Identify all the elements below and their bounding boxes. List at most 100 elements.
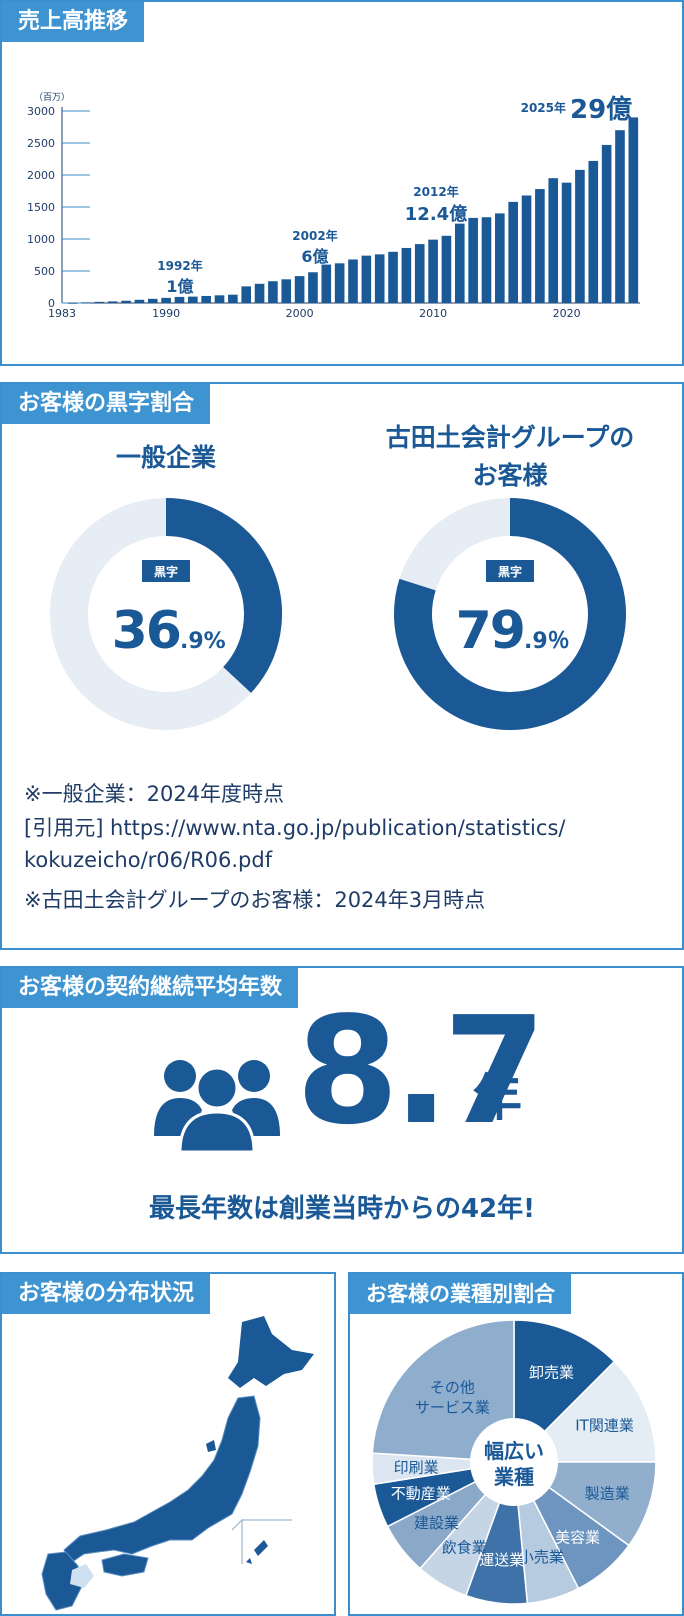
bar: [561, 182, 572, 303]
bar: [468, 217, 478, 303]
annotation-year: 2025年: [521, 100, 566, 115]
pie-slice-label: 建設業: [414, 1514, 459, 1532]
distribution-tab: お客様の分布状況: [2, 1274, 211, 1314]
bar: [107, 301, 118, 303]
annotation-amount: 12.4億: [405, 203, 467, 225]
pie-slice-label: 卸売業: [529, 1363, 574, 1381]
y-tick-label: 1000: [27, 233, 55, 246]
x-tick-label: 2000: [286, 307, 314, 320]
pie-center: [470, 1418, 558, 1506]
y-tick-label: 2000: [27, 169, 55, 182]
x-tick-label: 1983: [48, 307, 76, 320]
pie-center-label-2: 業種: [494, 1465, 534, 1489]
y-tick-label: 500: [34, 265, 55, 278]
donut-title: 一般企業: [116, 443, 216, 472]
bar: [441, 235, 452, 303]
bar: [241, 286, 252, 303]
donut-title: お客様: [472, 461, 548, 490]
bar: [535, 189, 545, 303]
bar: [81, 302, 91, 304]
bar: [388, 251, 398, 303]
x-tick-label: 2020: [553, 307, 581, 320]
bar: [188, 296, 198, 303]
bar: [454, 223, 465, 303]
annotation-amount: 6億: [301, 247, 328, 266]
pie-slice-label: 飲食業: [442, 1538, 487, 1556]
annotation-amount: 29億: [570, 95, 632, 125]
bar: [174, 296, 185, 303]
donut-title: 古田土会計グループの: [386, 423, 635, 452]
bar: [495, 213, 505, 303]
bar: [374, 254, 385, 303]
y-tick-label: 1500: [27, 201, 55, 214]
profit-tab: お客様の黒字割合: [2, 384, 211, 424]
annotation-amount: 1億: [166, 277, 193, 296]
bar: [67, 302, 78, 304]
bar: [254, 283, 265, 303]
bar: [588, 160, 599, 303]
bar: [228, 294, 238, 303]
pie-slice-label: その他: [430, 1378, 475, 1396]
bar: [548, 178, 559, 303]
sales-unit-label: （百万）: [34, 92, 70, 103]
donut-value-main: 36: [112, 601, 180, 661]
bar: [414, 244, 425, 303]
y-tick-label: 0: [48, 297, 55, 310]
donut-value-arc: [394, 498, 626, 730]
contract-tab: お客様の契約継続平均年数: [2, 968, 299, 1008]
x-tick-label: 1990: [152, 307, 180, 320]
pie-slice-label: IT関連業: [575, 1416, 634, 1434]
pie-slice: [371, 1319, 515, 1463]
contract-panel: お客様の契約継続平均年数 8.7 年 最長年数は創業当時からの42年!: [0, 966, 684, 1254]
bar: [147, 298, 158, 303]
pie-slice-label: 運送業: [479, 1551, 524, 1569]
bar: [521, 195, 532, 303]
profit-note-4: ※古田土会計グループのお客様：2024年3月時点: [24, 888, 486, 912]
industry-tab: お客様の業種別割合: [350, 1274, 571, 1314]
pie-slice-label: 美容業: [555, 1529, 600, 1547]
bar: [161, 297, 171, 303]
group-people-icon: [154, 1060, 280, 1152]
bar: [134, 299, 145, 303]
donut-badge: [142, 560, 190, 582]
donut-value-main: 79: [456, 601, 524, 661]
pie-center-label-1: 幅広い: [484, 1439, 544, 1463]
bar: [121, 300, 131, 303]
bar: [428, 239, 438, 303]
pie-slice-label: 製造業: [585, 1484, 630, 1502]
bar: [401, 247, 412, 303]
bar: [361, 255, 372, 303]
sales-tab: 売上高推移: [2, 2, 145, 42]
contract-unit: 年: [472, 1069, 522, 1127]
pie-slice-label: 小売業: [519, 1548, 564, 1566]
bar: [481, 217, 492, 303]
profit-note-2: [引用元] https://www.nta.go.jp/publication/…: [24, 816, 566, 840]
bar: [321, 264, 332, 303]
distribution-panel: お客様の分布状況: [0, 1272, 336, 1616]
pie-slice-label: サービス業: [415, 1398, 490, 1416]
industry-panel: お客様の業種別割合 卸売業 IT関連業製造業美容業 小売業 運送業 飲食業 建設業 不動産業…: [348, 1272, 684, 1616]
sales-panel: 売上高推移 （百万） 0 500 1000 1500 2000 2500 3000 1983 1…: [0, 0, 684, 366]
donut-badge-label: 黒字: [498, 564, 522, 579]
profit-panel: お客様の黒字割合 一般企業 黒字 36.9% 古田土会計グループの お客様 黒字 79.9％…: [0, 382, 684, 950]
bar: [94, 301, 105, 303]
contract-value: 8.7: [296, 985, 546, 1157]
bar: [308, 272, 318, 303]
bar: [294, 276, 305, 303]
bar: [601, 144, 612, 303]
bar: [214, 295, 225, 303]
bar: [508, 201, 518, 303]
japan-map: [41, 1316, 314, 1611]
donut-badge-label: 黒字: [154, 564, 178, 579]
bar: [615, 130, 625, 303]
bar: [628, 117, 639, 304]
bar: [268, 281, 278, 303]
donut-badge: [486, 560, 534, 582]
x-tick-label: 2010: [419, 307, 447, 320]
annotation-year: 2012年: [413, 184, 458, 199]
pie-slice-label: 不動産業: [391, 1484, 451, 1502]
bar: [575, 169, 585, 303]
bar: [281, 279, 292, 303]
